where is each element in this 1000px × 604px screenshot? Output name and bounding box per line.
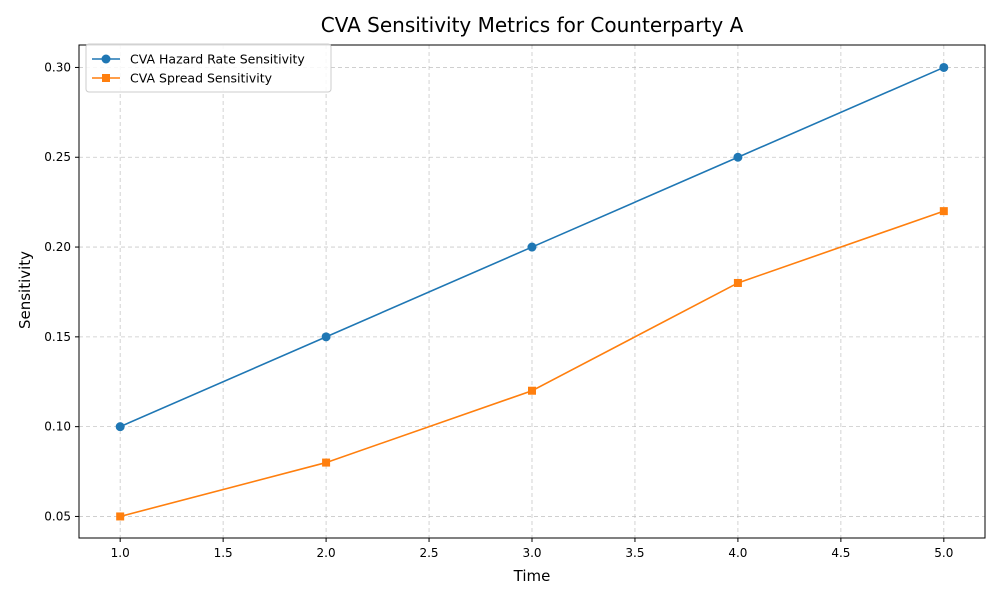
x-tick-label: 5.0 <box>934 546 953 560</box>
legend-item: CVA Hazard Rate Sensitivity <box>92 52 305 67</box>
data-point <box>733 152 743 162</box>
x-tick-label: 3.0 <box>522 546 541 560</box>
data-point <box>939 207 948 216</box>
x-axis-label: Time <box>513 567 551 585</box>
y-axis: 0.05 0.10 0.15 0.20 0.25 0.30 <box>44 60 79 523</box>
data-point <box>733 278 742 287</box>
legend: CVA Hazard Rate Sensitivity CVA Spread Se… <box>85 43 332 93</box>
y-axis-label: Sensitivity <box>16 251 34 329</box>
data-point <box>115 422 125 432</box>
y-tick-label: 0.25 <box>44 150 71 164</box>
data-point <box>528 386 536 395</box>
y-tick-label: 0.20 <box>44 240 71 254</box>
data-point <box>527 242 537 252</box>
data-point <box>321 332 331 342</box>
legend-item: CVA Spread Sensitivity <box>92 71 273 86</box>
x-tick-label: 1.0 <box>111 546 130 560</box>
x-axis: 1.0 1.5 2.0 2.5 3.0 3.5 4.0 4.5 5.0 <box>111 538 953 560</box>
series-group <box>115 62 949 521</box>
y-tick-label: 0.15 <box>44 330 71 344</box>
legend-label: CVA Spread Sensitivity <box>130 71 273 86</box>
data-point <box>116 512 125 521</box>
y-tick-label: 0.10 <box>44 420 71 434</box>
data-point <box>322 458 331 467</box>
data-point <box>939 62 949 72</box>
x-tick-label: 2.0 <box>317 546 336 560</box>
series-2 <box>116 207 948 521</box>
series-1 <box>115 62 949 432</box>
legend-label: CVA Hazard Rate Sensitivity <box>130 52 305 67</box>
x-tick-label: 4.5 <box>831 546 850 560</box>
x-tick-label: 2.5 <box>419 546 438 560</box>
grid-lines <box>79 45 985 538</box>
x-tick-label: 1.5 <box>214 546 233 560</box>
legend-marker <box>101 54 111 64</box>
legend-marker <box>102 74 110 82</box>
chart-title: CVA Sensitivity Metrics for Counterparty… <box>321 13 744 37</box>
y-tick-label: 0.05 <box>44 509 71 523</box>
x-tick-label: 4.0 <box>728 546 747 560</box>
x-tick-label: 3.5 <box>625 546 644 560</box>
y-tick-label: 0.30 <box>44 60 71 74</box>
legend-box <box>85 43 332 93</box>
